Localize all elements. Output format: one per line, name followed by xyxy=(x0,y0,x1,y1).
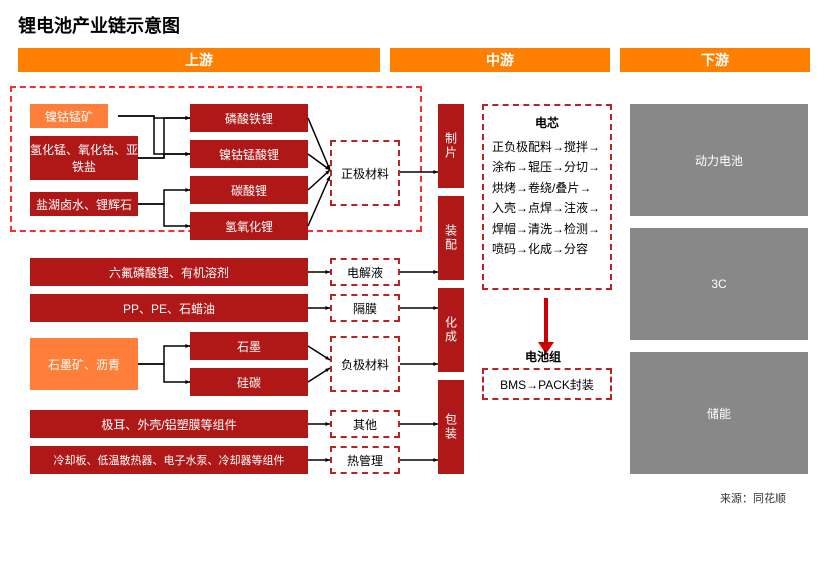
electrolyte-label: 电解液 xyxy=(330,258,400,286)
section-header-downstream: 下游 xyxy=(620,48,810,72)
ore-box: 镍钴锰矿 xyxy=(30,104,108,128)
graphite-product: 石墨 xyxy=(190,332,308,360)
lithium-hydroxide: 氢氧化锂 xyxy=(190,212,308,240)
cathode-lfp: 磷酸铁锂 xyxy=(190,104,308,132)
downstream-power: 动力电池 xyxy=(630,104,808,216)
cathode-material-label: 正极材料 xyxy=(330,140,400,206)
source-label: 来源：同花顺 xyxy=(720,490,786,506)
thermal-label: 热管理 xyxy=(330,446,400,474)
pack-title: 电池组 xyxy=(525,348,561,365)
electrolyte-materials: 六氟磷酸锂、有机溶剂 xyxy=(30,258,308,286)
separator-label: 隔膜 xyxy=(330,294,400,322)
compound-box: 氢化锰、氧化钴、亚铁盐 xyxy=(30,136,138,180)
graphite-ore: 石墨矿、沥青 xyxy=(30,338,138,390)
page-title: 锂电池产业链示意图 xyxy=(18,12,180,38)
downstream-storage: 储能 xyxy=(630,352,808,474)
process-sheeting: 制片 xyxy=(438,104,464,188)
process-packaging: 包装 xyxy=(438,380,464,474)
separator-materials: PP、PE、石蜡油 xyxy=(30,294,308,322)
brine-box: 盐湖卤水、锂辉石 xyxy=(30,192,138,216)
section-header-midstream: 中游 xyxy=(390,48,610,72)
anode-material-label: 负极材料 xyxy=(330,336,400,392)
cathode-ncm: 镍钴锰酸锂 xyxy=(190,140,308,168)
silicon-carbon: 硅碳 xyxy=(190,368,308,396)
downstream-3c: 3C xyxy=(630,228,808,340)
cell-process-box: 电芯 正负极配料→搅拌→涂布→辊压→分切→烘烤→卷绕/叠片→入壳→点焊→注液→焊… xyxy=(482,104,612,290)
other-components: 极耳、外壳/铝塑膜等组件 xyxy=(30,410,308,438)
thermal-components: 冷却板、低温散热器、电子水泵、冷却器等组件 xyxy=(30,446,308,474)
section-header-upstream: 上游 xyxy=(18,48,380,72)
process-formation: 化成 xyxy=(438,288,464,372)
pack-box: BMS→PACK封装 xyxy=(482,368,612,400)
cell-title: 电芯 xyxy=(492,114,602,131)
process-assembly: 装配 xyxy=(438,196,464,280)
other-label: 其他 xyxy=(330,410,400,438)
lithium-carbonate: 碳酸锂 xyxy=(190,176,308,204)
